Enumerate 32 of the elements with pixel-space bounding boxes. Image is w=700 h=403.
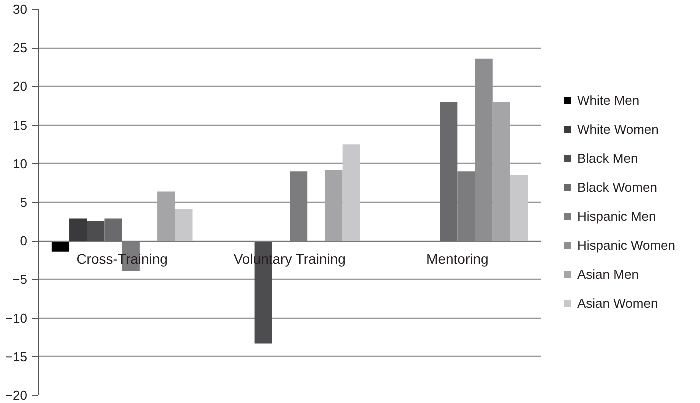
y-tick-label: 5 [20,195,28,210]
legend-label: Asian Men [578,267,639,282]
y-tick-label: −20 [5,388,28,403]
legend-label: White Women [578,122,659,138]
bar [325,170,343,242]
y-tick-label: 0 [20,234,28,249]
bar [440,102,458,242]
y-tick-label: −5 [12,272,28,288]
legend-label: Asian Women [578,296,658,312]
y-tick-label: 20 [13,79,28,94]
bar [158,192,176,242]
y-tick-label: −10 [5,310,28,326]
bar [87,221,105,242]
y-tick-label: 10 [13,156,28,172]
bar [342,144,360,242]
y-tick-label: 15 [13,118,28,133]
bar [175,209,193,242]
legend-label: Black Men [578,151,638,166]
y-tick-label: 25 [13,40,28,56]
bar [475,58,493,242]
legend-label: Hispanic Men [578,209,656,224]
legend-label: Black Women [578,180,658,196]
legend-label: Hispanic Women [578,238,676,254]
y-tick-label: 30 [13,2,28,17]
bar [70,218,88,242]
bar [492,102,510,242]
bar [510,175,528,242]
y-tick-label: −15 [5,349,28,364]
bar [104,218,122,242]
bar [52,241,70,252]
legend-label: White Men [578,92,640,108]
x-tick-label: Mentoring [426,251,489,268]
